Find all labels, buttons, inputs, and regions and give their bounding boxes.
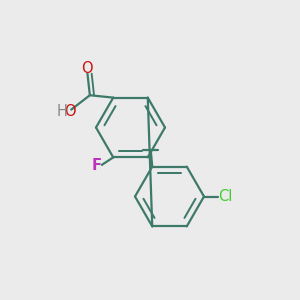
Text: O: O (81, 61, 93, 76)
Text: O: O (64, 103, 76, 118)
Text: F: F (92, 158, 102, 173)
Text: H: H (57, 103, 68, 118)
Text: Cl: Cl (218, 189, 233, 204)
